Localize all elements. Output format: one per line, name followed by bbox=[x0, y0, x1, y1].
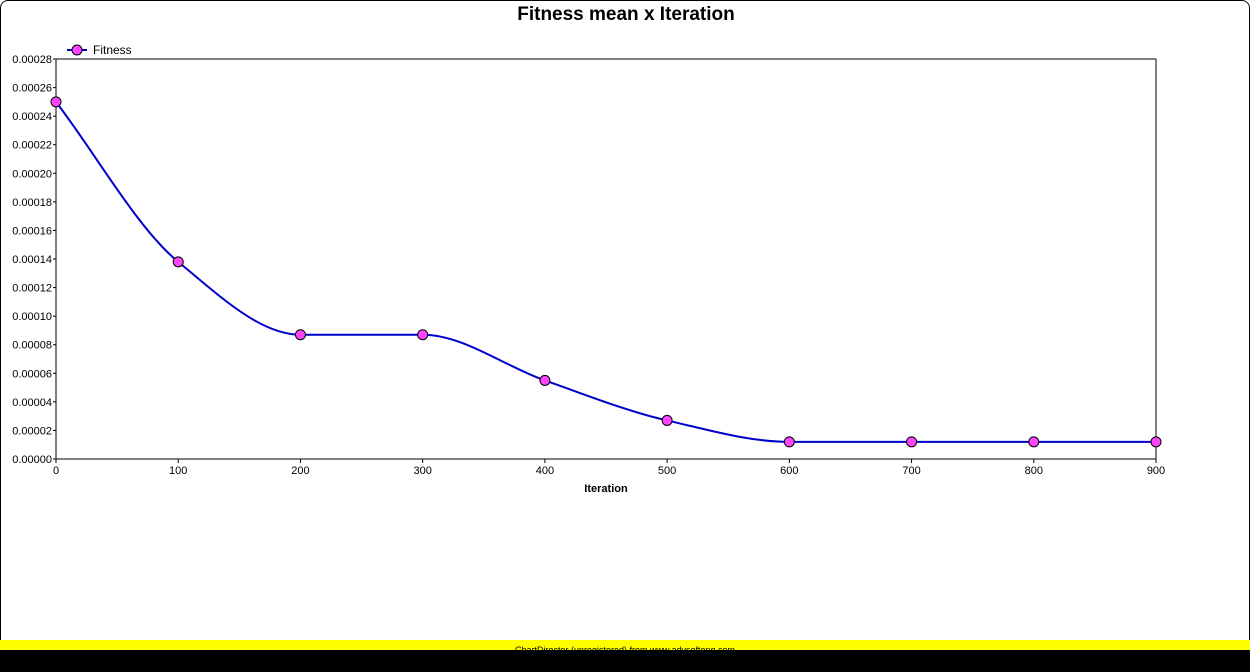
data-point bbox=[1028, 436, 1040, 448]
y-tick-label: 0.00024 bbox=[12, 111, 52, 123]
x-tick-label: 300 bbox=[413, 465, 431, 477]
y-axis: 0.00000 0.00002 0.00004 0.00006 0.00008 0.000… bbox=[12, 54, 56, 466]
y-tick-label: 0.00018 bbox=[12, 197, 52, 209]
data-point bbox=[906, 436, 918, 448]
series-line-fitness bbox=[55, 101, 1156, 443]
bottom-bar bbox=[0, 650, 1250, 672]
y-tick-label: 0.00008 bbox=[12, 340, 52, 352]
legend-marker bbox=[71, 44, 83, 56]
y-tick-label: 0.00004 bbox=[12, 397, 52, 409]
y-tick-label: 0.00002 bbox=[12, 425, 52, 437]
x-axis-title: Iteration bbox=[584, 483, 628, 495]
x-tick-label: 500 bbox=[658, 465, 676, 477]
y-tick-label: 0.00020 bbox=[12, 168, 52, 180]
x-tick-label: 800 bbox=[1025, 465, 1043, 477]
y-tick-label: 0.00028 bbox=[12, 54, 52, 66]
plot-area bbox=[55, 58, 1157, 460]
x-tick-label: 400 bbox=[536, 465, 554, 477]
data-point bbox=[417, 329, 429, 341]
data-point bbox=[539, 374, 551, 386]
x-tick-label: 200 bbox=[291, 465, 309, 477]
x-tick-label: 700 bbox=[902, 465, 920, 477]
x-tick-label: 900 bbox=[1147, 465, 1165, 477]
data-point bbox=[783, 436, 795, 448]
y-tick-label: 0.00012 bbox=[12, 283, 52, 295]
y-tick-label: 0.00010 bbox=[12, 311, 52, 323]
footer-banner: ChartDirector (unregistered) from www.ad… bbox=[0, 640, 1250, 655]
x-tick-label: 0 bbox=[53, 465, 59, 477]
y-tick-label: 0.00022 bbox=[12, 140, 52, 152]
y-tick-label: 0.00006 bbox=[12, 368, 52, 380]
y-tick-label: 0.00016 bbox=[12, 225, 52, 237]
data-point bbox=[172, 256, 184, 268]
chart-title: Fitness mean x Iteration bbox=[517, 4, 735, 25]
data-point bbox=[294, 329, 306, 341]
x-tick-label: 100 bbox=[169, 465, 187, 477]
legend-label: Fitness bbox=[93, 43, 132, 57]
y-tick-label: 0.00026 bbox=[12, 83, 52, 95]
legend: Fitness bbox=[67, 43, 132, 57]
y-tick-label: 0.00000 bbox=[12, 454, 52, 466]
data-point bbox=[50, 96, 62, 108]
x-tick-label: 600 bbox=[780, 465, 798, 477]
data-point bbox=[661, 414, 673, 426]
series-markers bbox=[50, 96, 1162, 448]
x-axis: 0 100 200 300 400 500 600 700 800 900 bbox=[53, 459, 1165, 477]
y-tick-label: 0.00014 bbox=[12, 254, 52, 266]
data-point bbox=[1150, 436, 1162, 448]
